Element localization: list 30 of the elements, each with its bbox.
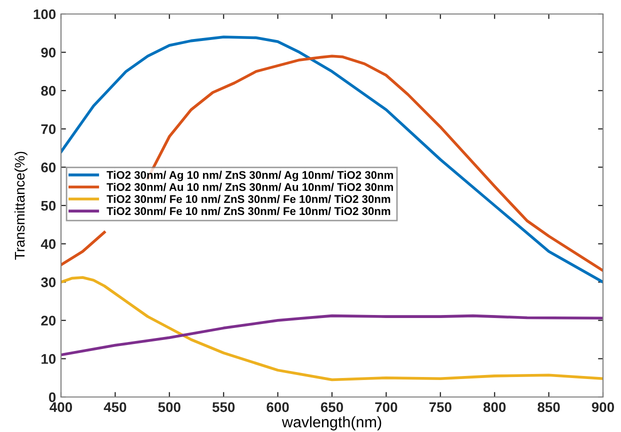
x-tick-label: 700 <box>375 402 398 412</box>
x-tick-label: 850 <box>538 402 560 412</box>
y-tick-label: 80 <box>41 86 56 96</box>
x-tick-label: 650 <box>320 402 344 412</box>
y-tick-label: 10 <box>42 354 56 364</box>
y-tick-label: 20 <box>41 316 56 326</box>
legend-label: TiO2 30nm/ Fe 10 nm/ ZnS 30nm/ Fe 10nm/ TiO2 30nm <box>106 206 390 216</box>
x-tick-label: 400 <box>50 402 72 412</box>
x-tick-label: 500 <box>158 402 180 412</box>
y-tick-label: 100 <box>34 9 56 20</box>
y-tick-label: 90 <box>41 48 56 58</box>
x-axis-title: wavlength(nm) <box>282 416 382 430</box>
line-series <box>61 314 603 356</box>
x-tick-label: 750 <box>429 402 452 412</box>
x-tick-label: 550 <box>212 402 235 412</box>
y-tick-label: 50 <box>41 200 56 211</box>
x-tick-label: 450 <box>104 402 126 412</box>
x-tick-label: 600 <box>266 402 289 412</box>
legend-label: TiO2 30nm/ Ag 10 nm/ ZnS 30nm/ Ag 10nm/ TiO2 30nm <box>106 170 393 182</box>
legend-label: TiO2 30nm/ Fe 10 nm/ ZnS 30nm/ Fe 10nm/ TiO2 30nm <box>106 194 390 204</box>
line-series <box>61 276 603 382</box>
x-tick-label: 900 <box>592 402 614 412</box>
y-tick-label: 70 <box>41 124 56 134</box>
y-tick-label: 30 <box>41 277 56 288</box>
legend-label: TiO2 30nm/ Au 10 nm/ ZnS 30nm/ Au 10nm/ TiO2 30nm <box>106 182 393 192</box>
y-tick-label: 60 <box>41 162 56 172</box>
y-tick-label: 0 <box>48 392 56 402</box>
y-tick-label: 40 <box>40 239 56 249</box>
y-axis-title: Transmittance(%) <box>14 152 28 260</box>
x-tick-label: 800 <box>483 402 506 412</box>
